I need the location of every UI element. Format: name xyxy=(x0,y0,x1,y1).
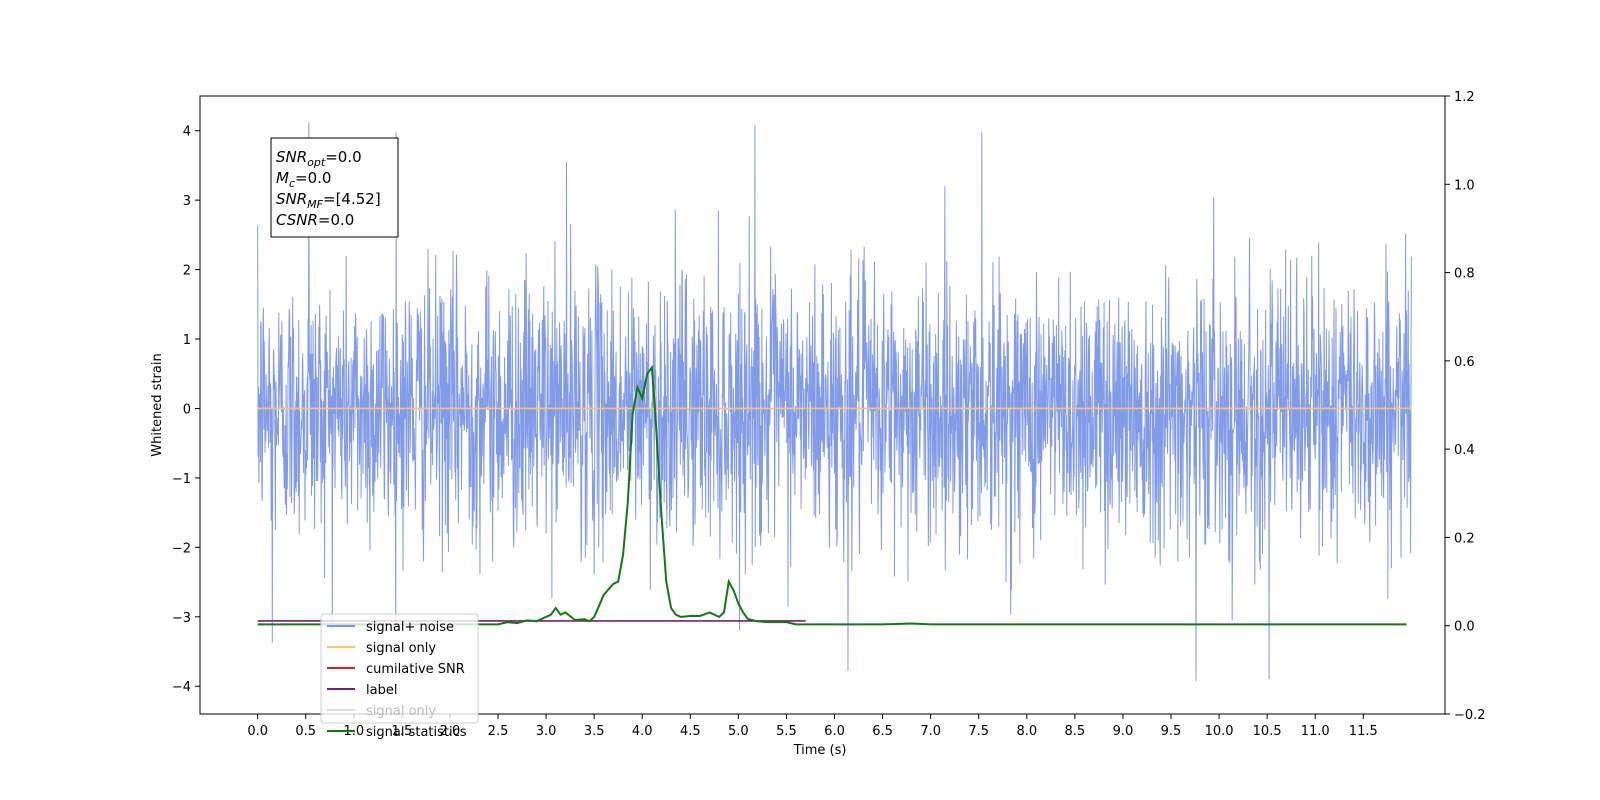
x-tick-label: 6.5 xyxy=(872,724,893,739)
x-tick-label: 0.5 xyxy=(295,724,316,739)
x-tick-label: 10.0 xyxy=(1205,724,1234,739)
x-tick-label: 3.0 xyxy=(536,724,557,739)
x-tick-label: 8.5 xyxy=(1065,724,1086,739)
x-tick-label: 4.0 xyxy=(632,724,653,739)
x-tick-label: 11.5 xyxy=(1349,724,1378,739)
x-tick-label: 4.5 xyxy=(680,724,701,739)
y-tick-label: 4 xyxy=(183,125,191,140)
plot-frame xyxy=(199,95,1446,715)
y2-tick-label: 0.4 xyxy=(1454,443,1475,458)
annotation-frame xyxy=(270,137,399,238)
legend-label: signal+ noise xyxy=(366,620,454,635)
x-tick-label: 7.0 xyxy=(920,724,941,739)
series-signal-noise-line xyxy=(257,122,1412,682)
x-tick-label: 5.0 xyxy=(728,724,749,739)
x-axis-ticks: 0.0 0.5 1.0 1.5 2.0 2.5 3.0 3.5 4.0 4.5 5.0 5.5 6.0 6… xyxy=(247,714,1378,739)
x-tick-label: 11.0 xyxy=(1301,724,1330,739)
x-tick-label: 8.0 xyxy=(1016,724,1037,739)
annotation-line: Mc=0.0 xyxy=(276,169,331,190)
x-tick-label: 9.5 xyxy=(1161,724,1182,739)
x-tick-label: 5.5 xyxy=(776,724,797,739)
y-tick-label: −1 xyxy=(172,472,191,487)
signal-noise-trace xyxy=(257,122,1412,682)
legend-frame xyxy=(320,613,479,724)
y-tick-label: 3 xyxy=(183,194,191,209)
y2-tick-label: −0.2 xyxy=(1454,708,1486,723)
legend-label: cumilative SNR xyxy=(366,662,465,677)
x-tick-label: 2.5 xyxy=(488,724,509,739)
x-tick-label: 3.5 xyxy=(584,724,605,739)
series-line-5 xyxy=(257,364,1407,626)
x-tick-label: 1.5 xyxy=(392,724,413,739)
y2-tick-label: 1.0 xyxy=(1454,178,1475,193)
y-tick-label: 1 xyxy=(183,333,191,348)
x-tick-label: 9.0 xyxy=(1113,724,1134,739)
y2-axis-ticks: −0.2 0.0 0.2 0.4 0.6 0.8 1.0 1.2 xyxy=(1445,90,1486,723)
x-tick-label: 2.0 xyxy=(440,724,461,739)
x-tick-label: 6.0 xyxy=(824,724,845,739)
y-tick-label: −4 xyxy=(172,680,191,695)
legend-label: signal only xyxy=(366,641,436,656)
legend-label: signal statistics xyxy=(366,725,467,740)
x-axis-label: Time (s) xyxy=(793,743,847,758)
y-tick-label: −3 xyxy=(172,611,191,626)
annotation-line: CSNR=0.0 xyxy=(276,211,354,229)
x-tick-label: 7.5 xyxy=(968,724,989,739)
y-tick-label: −2 xyxy=(172,541,191,556)
y2-tick-label: 0.2 xyxy=(1454,531,1475,546)
y2-tick-label: 0.6 xyxy=(1454,355,1475,370)
y-axis-ticks: −4 −3 −2 −1 0 1 2 3 4 xyxy=(172,125,200,695)
y2-tick-label: 0.8 xyxy=(1454,267,1475,282)
x-tick-label: 0.0 xyxy=(247,724,268,739)
y2-tick-label: 1.2 xyxy=(1454,90,1475,105)
legend-label: label xyxy=(366,683,397,698)
legend: signal+ noise signal only cumilative SNR la… xyxy=(320,613,479,740)
x-tick-label: 10.5 xyxy=(1253,724,1282,739)
annotation-line: SNRopt=0.0 xyxy=(276,148,362,169)
y2-tick-label: 0.0 xyxy=(1454,620,1475,635)
annotation-line: SNRMF=[4.52] xyxy=(276,190,381,211)
legend-label: signal only xyxy=(366,704,436,719)
y-tick-label: 0 xyxy=(183,402,191,417)
y-axis-label: Whitened strain xyxy=(150,353,165,456)
y-tick-label: 2 xyxy=(183,264,191,279)
